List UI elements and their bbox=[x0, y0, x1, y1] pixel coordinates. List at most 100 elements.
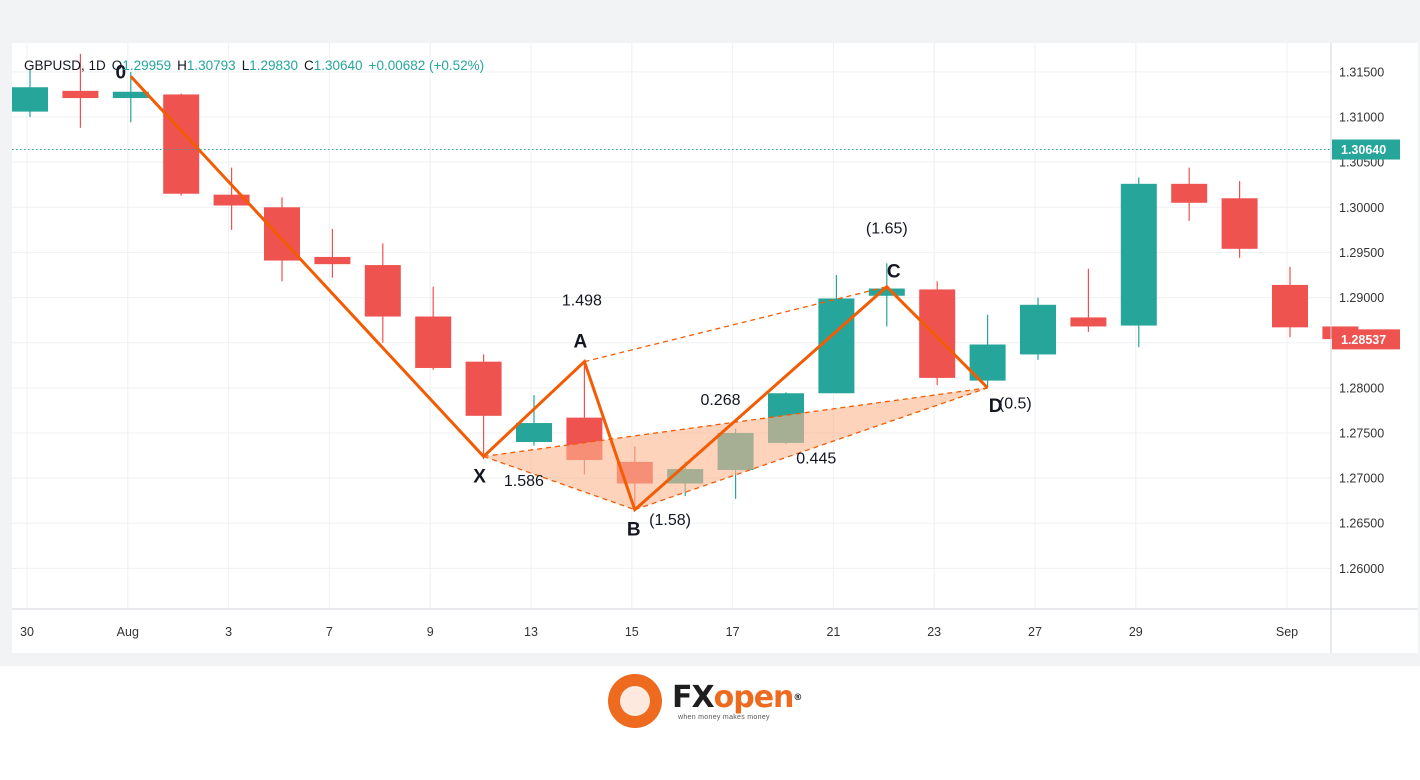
high-value: 1.30793 bbox=[187, 58, 236, 73]
brand-tagline: when money makes money bbox=[678, 713, 770, 721]
current-price-tag bbox=[1332, 139, 1400, 160]
last-price-tag bbox=[1332, 329, 1400, 350]
candle-body bbox=[516, 423, 552, 442]
x-tick-label: 9 bbox=[427, 625, 434, 639]
bullish-candle bbox=[112, 71, 149, 123]
x-tick-label: 23 bbox=[927, 625, 941, 639]
bearish-candle bbox=[213, 167, 250, 230]
bearish-candle bbox=[364, 243, 401, 343]
open-label: O bbox=[112, 58, 123, 73]
bearish-candle bbox=[415, 286, 452, 370]
candle-body bbox=[919, 289, 956, 378]
axes: 1.26000 1.26500 1.27000 1.27500 1.28000 1.285… bbox=[12, 43, 1418, 653]
x-tick-label: 7 bbox=[326, 625, 333, 639]
last-price-label: 1.28537 bbox=[1341, 333, 1386, 347]
x-tick-label: 3 bbox=[225, 625, 232, 639]
chart-panel: 0 X A B C D 1.498 0.268 0.445 1.586 (1.58) (1.65) (0… bbox=[12, 43, 1418, 653]
candle-body bbox=[1272, 284, 1308, 328]
bull-emblem-icon bbox=[608, 674, 662, 728]
ratio-label: 0.445 bbox=[796, 451, 836, 468]
dashed-line-AC bbox=[584, 286, 887, 363]
x-tick-label: 29 bbox=[1129, 625, 1143, 639]
candle-body bbox=[465, 361, 502, 416]
candle-body bbox=[1221, 198, 1258, 249]
x-tick-label: 17 bbox=[726, 625, 740, 639]
brand-wordmark: FXopen® bbox=[672, 679, 802, 715]
bearish-candle bbox=[465, 354, 502, 460]
point-label-c: C bbox=[887, 262, 901, 283]
candle-body bbox=[818, 298, 855, 394]
high-label: H bbox=[177, 58, 187, 73]
y-tick-label: 1.31000 bbox=[1339, 111, 1384, 125]
bearish-candle bbox=[919, 281, 956, 386]
change-value: +0.00682 (+0.52%) bbox=[369, 58, 485, 73]
open-value: 1.29959 bbox=[122, 58, 171, 73]
bearish-candle bbox=[62, 53, 99, 128]
x-tick-label: Aug bbox=[117, 625, 139, 639]
ratio-label: 0.268 bbox=[700, 392, 740, 409]
x-tick-label: 30 bbox=[20, 625, 34, 639]
point-label-x: X bbox=[473, 466, 486, 487]
footer bbox=[0, 666, 1420, 780]
bullish-candle bbox=[516, 395, 552, 446]
y-tick-label: 1.29000 bbox=[1339, 291, 1384, 305]
bearish-candle bbox=[1221, 181, 1258, 258]
symbol: GBPUSD bbox=[24, 58, 81, 73]
candle-body bbox=[314, 256, 351, 265]
x-tick-label: 13 bbox=[524, 625, 538, 639]
candle-body bbox=[1120, 183, 1157, 326]
bearish-candle bbox=[1171, 167, 1208, 221]
current-price-label: 1.30640 bbox=[1341, 143, 1386, 157]
bullish-candle bbox=[1020, 297, 1056, 360]
y-tick-label: 1.27500 bbox=[1339, 426, 1384, 440]
close-label: C bbox=[304, 58, 314, 73]
low-label: L bbox=[242, 58, 250, 73]
candlestick-chart: 0 X A B C D 1.498 0.268 0.445 1.586 (1.58) (1.65) (0… bbox=[12, 43, 1418, 653]
fxopen-logo: FXopen® when money makes money bbox=[608, 674, 802, 728]
ratio-label: (1.65) bbox=[866, 220, 908, 237]
point-label-d: D bbox=[989, 396, 1003, 417]
y-tick-label: 1.31500 bbox=[1339, 65, 1384, 79]
y-tick-label: 1.28000 bbox=[1339, 381, 1384, 395]
bearish-candle bbox=[1272, 266, 1308, 338]
y-tick-label: 1.26500 bbox=[1339, 517, 1384, 531]
bullish-candle bbox=[1120, 177, 1157, 348]
close-value: 1.30640 bbox=[314, 58, 363, 73]
candle-body bbox=[1171, 183, 1208, 203]
pattern-labels: 0 X A B C D 1.498 0.268 0.445 1.586 (1.58) (1.65) (0… bbox=[116, 62, 1032, 540]
y-tick-label: 1.26000 bbox=[1339, 562, 1384, 576]
candle-body bbox=[213, 194, 250, 206]
xbd-triangle-fill bbox=[483, 387, 988, 510]
candle-body bbox=[868, 288, 905, 296]
bullish-candle bbox=[868, 263, 905, 327]
bullish-candle bbox=[818, 274, 855, 394]
point-label-a: A bbox=[574, 332, 588, 353]
pattern-lines bbox=[129, 75, 989, 513]
candle-body bbox=[12, 87, 48, 112]
point-label-b: B bbox=[627, 520, 641, 541]
x-tick-label: Sep bbox=[1276, 625, 1298, 639]
ratio-label: (1.58) bbox=[649, 512, 691, 529]
candle-body bbox=[1070, 317, 1107, 327]
bearish-candle bbox=[314, 228, 351, 278]
timeframe: 1D bbox=[89, 58, 107, 73]
ohlc-header: GBPUSD, 1D O1.29959 H1.30793 L1.29830 C1.306… bbox=[24, 58, 484, 73]
ratio-label: 1.498 bbox=[562, 293, 602, 310]
bearish-candle bbox=[1070, 268, 1107, 332]
bullish-candle bbox=[969, 314, 1006, 387]
bullish-candle bbox=[12, 69, 48, 118]
x-tick-label: 21 bbox=[826, 625, 840, 639]
y-tick-label: 1.29500 bbox=[1339, 246, 1384, 260]
candle-body bbox=[112, 91, 149, 99]
y-tick-label: 1.27000 bbox=[1339, 472, 1384, 486]
pattern-fill bbox=[483, 387, 988, 510]
ratio-label: 1.586 bbox=[504, 473, 544, 490]
point-label-0: 0 bbox=[116, 62, 127, 83]
x-tick-label: 27 bbox=[1028, 625, 1042, 639]
candle-body bbox=[415, 316, 452, 368]
candle-body bbox=[62, 90, 99, 99]
x-tick-label: 15 bbox=[625, 625, 639, 639]
ratio-label: (0.5) bbox=[999, 396, 1032, 413]
low-value: 1.29830 bbox=[249, 58, 298, 73]
pattern-zigzag-line bbox=[129, 75, 989, 513]
